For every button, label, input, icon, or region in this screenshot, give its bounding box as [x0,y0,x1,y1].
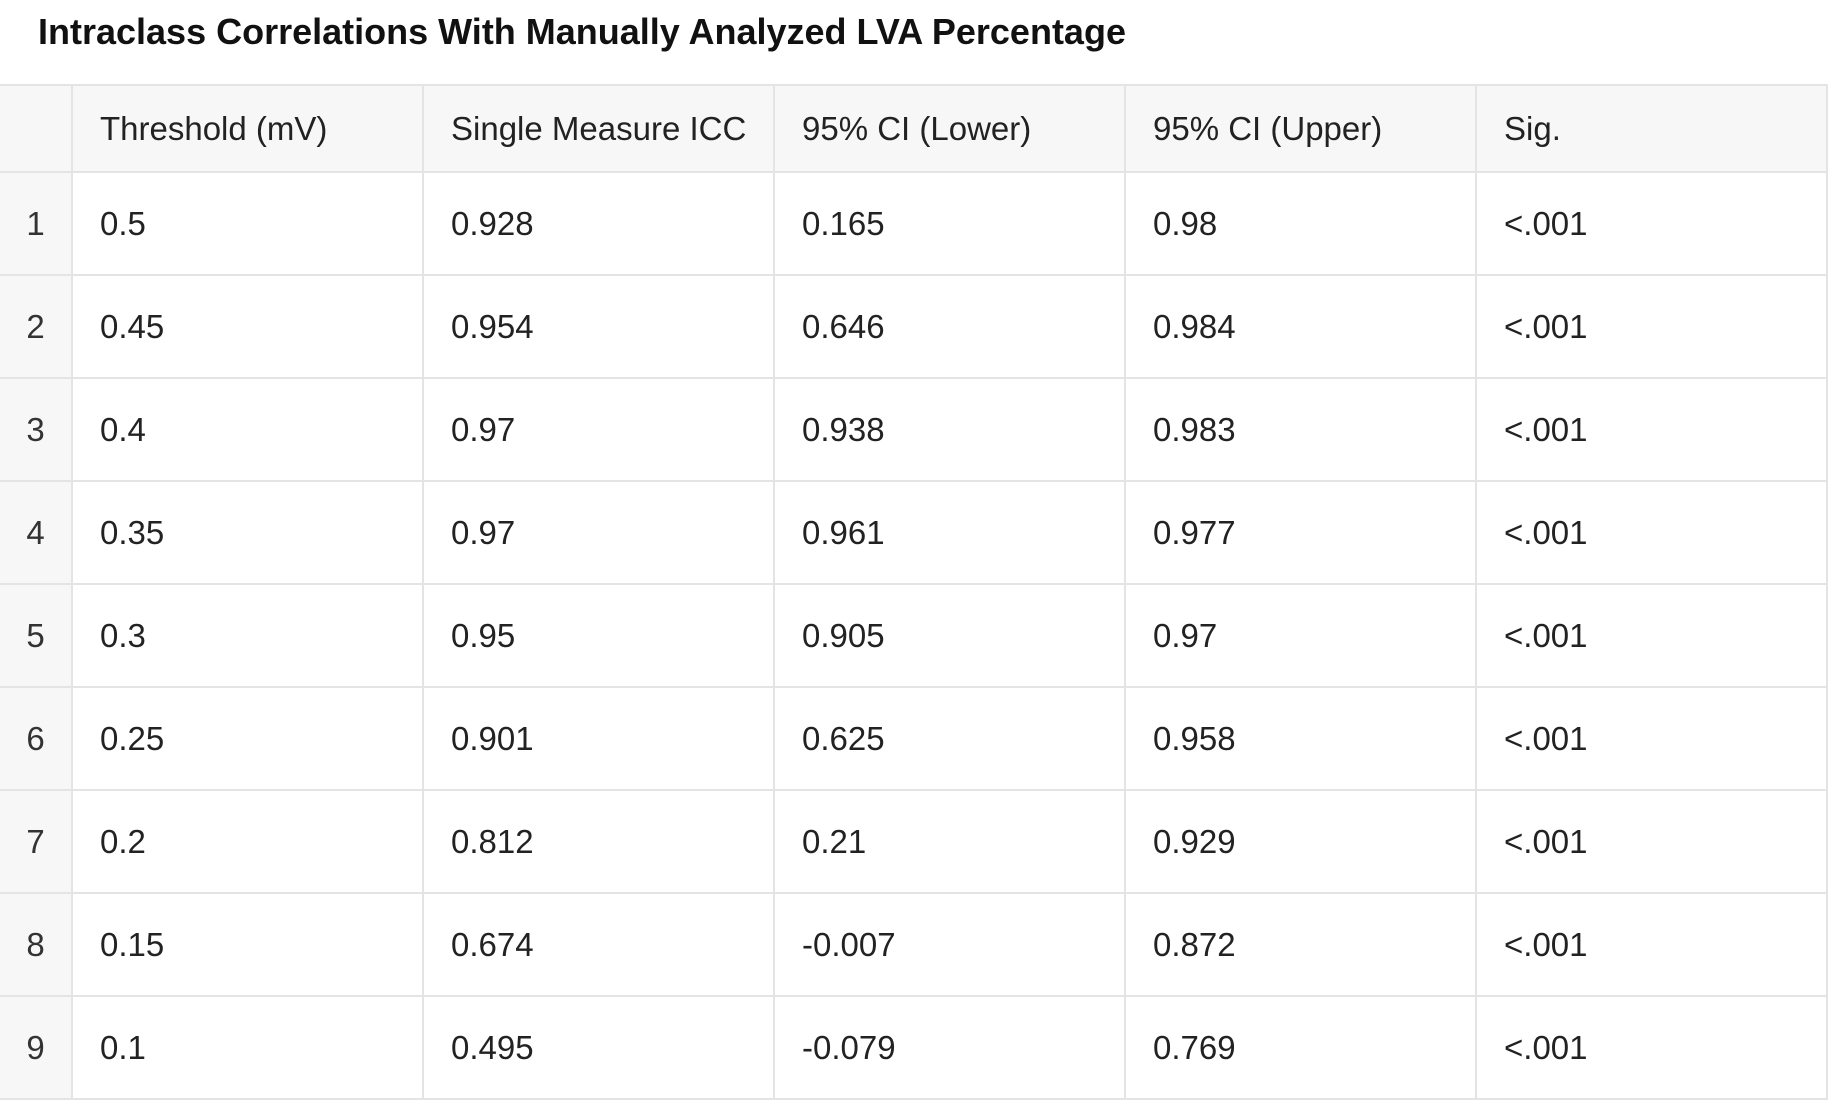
cell-single-measure-icc[interactable]: 0.495 [422,995,775,1100]
cell-sig[interactable]: <.001 [1475,377,1828,482]
row-number[interactable]: 3 [0,377,73,482]
cell-single-measure-icc[interactable]: 0.812 [422,789,775,894]
cell-ci-lower[interactable]: 0.625 [773,686,1126,791]
cell-ci-upper[interactable]: 0.984 [1124,274,1477,379]
cell-single-measure-icc[interactable]: 0.901 [422,686,775,791]
table-row[interactable]: 5 0.3 0.95 0.905 0.97 <.001 [0,583,1828,688]
cell-threshold[interactable]: 0.3 [71,583,424,688]
header-row: Threshold (mV) Single Measure ICC 95% CI… [0,84,1828,173]
cell-sig[interactable]: <.001 [1475,892,1828,997]
cell-ci-lower[interactable]: -0.079 [773,995,1126,1100]
cell-threshold[interactable]: 0.1 [71,995,424,1100]
cell-ci-lower[interactable]: 0.165 [773,171,1126,276]
cell-single-measure-icc[interactable]: 0.97 [422,480,775,585]
column-header-ci-upper[interactable]: 95% CI (Upper) [1124,84,1477,173]
table-row[interactable]: 4 0.35 0.97 0.961 0.977 <.001 [0,480,1828,585]
table-row[interactable]: 8 0.15 0.674 -0.007 0.872 <.001 [0,892,1828,997]
row-number[interactable]: 6 [0,686,73,791]
row-number[interactable]: 7 [0,789,73,894]
table-row[interactable]: 6 0.25 0.901 0.625 0.958 <.001 [0,686,1828,791]
table-row[interactable]: 9 0.1 0.495 -0.079 0.769 <.001 [0,995,1828,1100]
cell-threshold[interactable]: 0.25 [71,686,424,791]
table-row[interactable]: 3 0.4 0.97 0.938 0.983 <.001 [0,377,1828,482]
corner-cell[interactable] [0,84,73,173]
page-title: Intraclass Correlations With Manually An… [38,11,1126,52]
cell-sig[interactable]: <.001 [1475,171,1828,276]
row-number[interactable]: 2 [0,274,73,379]
table-body: 1 0.5 0.928 0.165 0.98 <.001 2 0.45 0.95… [0,171,1828,1100]
cell-single-measure-icc[interactable]: 0.97 [422,377,775,482]
cell-threshold[interactable]: 0.2 [71,789,424,894]
cell-threshold[interactable]: 0.4 [71,377,424,482]
cell-ci-upper[interactable]: 0.769 [1124,995,1477,1100]
cell-sig[interactable]: <.001 [1475,789,1828,894]
cell-threshold[interactable]: 0.35 [71,480,424,585]
row-number[interactable]: 5 [0,583,73,688]
row-number[interactable]: 1 [0,171,73,276]
cell-ci-lower[interactable]: 0.938 [773,377,1126,482]
cell-ci-upper[interactable]: 0.977 [1124,480,1477,585]
cell-ci-upper[interactable]: 0.958 [1124,686,1477,791]
row-number[interactable]: 9 [0,995,73,1100]
cell-single-measure-icc[interactable]: 0.674 [422,892,775,997]
cell-ci-lower[interactable]: 0.905 [773,583,1126,688]
cell-single-measure-icc[interactable]: 0.928 [422,171,775,276]
cell-threshold[interactable]: 0.15 [71,892,424,997]
table-row[interactable]: 2 0.45 0.954 0.646 0.984 <.001 [0,274,1828,379]
cell-ci-lower[interactable]: 0.961 [773,480,1126,585]
cell-ci-lower[interactable]: 0.21 [773,789,1126,894]
cell-ci-lower[interactable]: -0.007 [773,892,1126,997]
row-number[interactable]: 8 [0,892,73,997]
table-row[interactable]: 1 0.5 0.928 0.165 0.98 <.001 [0,171,1828,276]
cell-threshold[interactable]: 0.5 [71,171,424,276]
cell-sig[interactable]: <.001 [1475,274,1828,379]
cell-ci-lower[interactable]: 0.646 [773,274,1126,379]
cell-single-measure-icc[interactable]: 0.95 [422,583,775,688]
cell-sig[interactable]: <.001 [1475,583,1828,688]
column-header-single-measure-icc[interactable]: Single Measure ICC [422,84,775,173]
cell-ci-upper[interactable]: 0.872 [1124,892,1477,997]
cell-ci-upper[interactable]: 0.98 [1124,171,1477,276]
cell-ci-upper[interactable]: 0.929 [1124,789,1477,894]
column-header-ci-lower[interactable]: 95% CI (Lower) [773,84,1126,173]
cell-sig[interactable]: <.001 [1475,995,1828,1100]
cell-sig[interactable]: <.001 [1475,480,1828,585]
row-number[interactable]: 4 [0,480,73,585]
data-table: Threshold (mV) Single Measure ICC 95% CI… [0,84,1828,1100]
cell-ci-upper[interactable]: 0.97 [1124,583,1477,688]
cell-ci-upper[interactable]: 0.983 [1124,377,1477,482]
cell-threshold[interactable]: 0.45 [71,274,424,379]
column-header-sig[interactable]: Sig. [1475,84,1828,173]
column-header-threshold[interactable]: Threshold (mV) [71,84,424,173]
cell-single-measure-icc[interactable]: 0.954 [422,274,775,379]
cell-sig[interactable]: <.001 [1475,686,1828,791]
table-header: Threshold (mV) Single Measure ICC 95% CI… [0,84,1828,173]
table-row[interactable]: 7 0.2 0.812 0.21 0.929 <.001 [0,789,1828,894]
